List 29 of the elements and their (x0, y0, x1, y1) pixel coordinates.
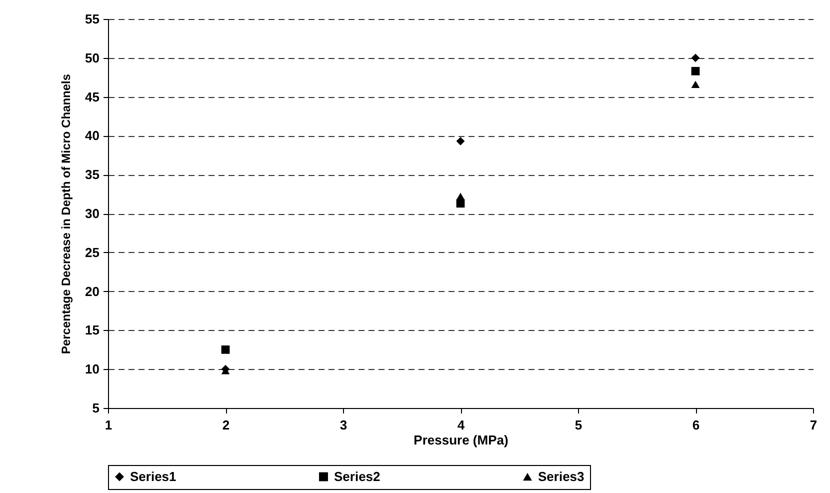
x-tick-label: 4 (457, 418, 466, 432)
legend-label: Series3 (538, 468, 584, 484)
y-tick-label: 45 (85, 89, 100, 104)
point (691, 66, 700, 76)
y-tick-label: 35 (85, 167, 100, 182)
legend-label: Series2 (334, 468, 380, 484)
x-tick-label: 7 (810, 418, 818, 432)
x-tick-label: 6 (692, 418, 700, 432)
legend-label: Series1 (130, 468, 176, 484)
point (691, 80, 700, 88)
y-tick-label: 15 (85, 322, 100, 338)
y-tick-label: 30 (85, 206, 100, 221)
x-tick-label: 2 (222, 418, 230, 432)
y-tick-label: 20 (85, 284, 100, 299)
y-tick-label: 25 (85, 244, 100, 260)
y-tick-label: 40 (85, 128, 100, 144)
point (456, 192, 465, 200)
point (691, 54, 700, 62)
x-tick-label: 5 (574, 418, 582, 432)
y-tick-label: 55 (85, 12, 100, 26)
point (456, 136, 465, 146)
x-tick-label: 1 (104, 418, 112, 432)
point (221, 345, 230, 354)
y-axis-title: Percentage Decrease in Depth of Micro Channels (59, 74, 74, 354)
y-tick-label: 5 (92, 400, 100, 416)
y-tick-label: 10 (85, 362, 100, 377)
x-axis-title: Pressure (MPa) (414, 432, 508, 448)
x-tick-label: 3 (340, 418, 348, 432)
y-tick-label: 50 (85, 50, 100, 66)
